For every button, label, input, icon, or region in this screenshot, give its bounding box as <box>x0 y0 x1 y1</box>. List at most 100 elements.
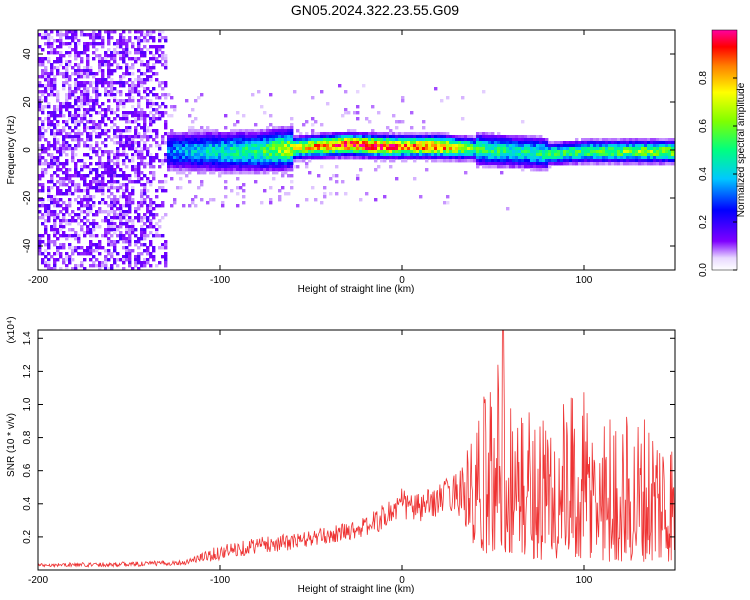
heatmap-cell <box>401 132 405 136</box>
heatmap-cell <box>374 144 378 148</box>
heatmap-cell <box>44 72 48 76</box>
heatmap-cell <box>47 213 51 217</box>
heatmap-cell <box>161 141 165 145</box>
heatmap-cell <box>470 150 474 154</box>
heatmap-cell <box>338 141 342 145</box>
heatmap-cell <box>56 33 60 37</box>
heatmap-cell <box>461 150 465 154</box>
heatmap-cell <box>257 147 261 151</box>
heatmap-cell <box>626 159 630 163</box>
heatmap-cell <box>92 261 96 265</box>
heatmap-cell <box>74 81 78 85</box>
heatmap-cell <box>527 141 531 145</box>
heatmap-cell <box>125 246 129 250</box>
heatmap-cell <box>308 141 312 145</box>
heatmap-cell <box>164 174 168 178</box>
heatmap-cell <box>473 144 477 148</box>
heatmap-cell <box>629 138 633 142</box>
heatmap-cell <box>500 159 504 163</box>
heatmap-cell <box>545 153 549 157</box>
heatmap-cell <box>53 60 57 64</box>
heatmap-cell <box>50 144 54 148</box>
heatmap-cell <box>50 78 54 82</box>
heatmap-cell <box>128 231 132 235</box>
heatmap-cell <box>116 102 120 106</box>
heatmap-cell <box>86 69 90 73</box>
heatmap-cell <box>647 150 651 154</box>
heatmap-cell <box>89 162 93 166</box>
heatmap-cell <box>203 165 207 169</box>
heatmap-cell <box>479 144 483 148</box>
heatmap-cell <box>191 156 195 160</box>
heatmap-cell <box>260 129 264 133</box>
heatmap-cell <box>62 261 66 265</box>
heatmap-cell <box>389 150 393 154</box>
heatmap-cell <box>575 138 579 142</box>
heatmap-cell <box>113 246 117 250</box>
heatmap-cell <box>191 126 195 130</box>
heatmap-cell <box>302 135 306 139</box>
heatmap-cell <box>113 96 117 100</box>
heatmap-cell <box>230 156 234 160</box>
heatmap-cell <box>410 111 414 115</box>
heatmap-cell <box>41 84 45 88</box>
heatmap-cell <box>149 222 153 226</box>
heatmap-cell <box>161 63 165 67</box>
heatmap-cell <box>266 135 270 139</box>
heatmap-cell <box>65 159 69 163</box>
heatmap-cell <box>203 159 207 163</box>
heatmap-cell <box>125 42 129 46</box>
heatmap-cell <box>191 153 195 157</box>
heatmap-cell <box>386 144 390 148</box>
heatmap-cell <box>107 258 111 262</box>
heatmap-cell <box>473 156 477 160</box>
heatmap-cell <box>290 147 294 151</box>
heatmap-cell <box>578 141 582 145</box>
heatmap-cell <box>44 69 48 73</box>
heatmap-cell <box>143 261 147 265</box>
heatmap-cell <box>308 153 312 157</box>
heatmap-cell <box>188 204 192 208</box>
heatmap-cell <box>152 258 156 262</box>
heatmap-cell <box>119 51 123 55</box>
heatmap-cell <box>338 135 342 139</box>
heatmap-cell <box>50 93 54 97</box>
heatmap-cell <box>113 60 117 64</box>
heatmap-cell <box>56 45 60 49</box>
heatmap-cell <box>128 237 132 241</box>
heatmap-cell <box>323 141 327 145</box>
heatmap-cell <box>437 153 441 157</box>
heatmap-cell <box>266 159 270 163</box>
heatmap-cell <box>428 153 432 157</box>
heatmap-cell <box>176 141 180 145</box>
heatmap-cell <box>56 51 60 55</box>
heatmap-cell <box>77 66 81 70</box>
heatmap-cell <box>74 30 78 34</box>
heatmap-cell <box>59 45 63 49</box>
heatmap-cell <box>146 66 150 70</box>
heatmap-cell <box>146 249 150 253</box>
heatmap-cell <box>230 165 234 169</box>
heatmap-cell <box>488 132 492 136</box>
heatmap-cell <box>155 204 159 208</box>
heatmap-cell <box>158 84 162 88</box>
heatmap-cell <box>344 156 348 160</box>
heatmap-cell <box>194 162 198 166</box>
heatmap-cell <box>530 144 534 148</box>
heatmap-cell <box>101 129 105 133</box>
heatmap-cell <box>305 147 309 151</box>
heatmap-cell <box>554 150 558 154</box>
heatmap-cell <box>107 210 111 214</box>
heatmap-cell <box>86 231 90 235</box>
heatmap-cell <box>413 141 417 145</box>
heatmap-cell <box>65 267 69 270</box>
heatmap-cell <box>59 267 63 270</box>
heatmap-cell <box>161 30 165 34</box>
heatmap-cell <box>50 156 54 160</box>
heatmap-cell <box>149 75 153 79</box>
heatmap-cell <box>572 156 576 160</box>
heatmap-cell <box>137 93 141 97</box>
colorbar-tick-label: 0.2 <box>698 215 709 229</box>
heatmap-cell <box>554 153 558 157</box>
heatmap-cell <box>428 147 432 151</box>
